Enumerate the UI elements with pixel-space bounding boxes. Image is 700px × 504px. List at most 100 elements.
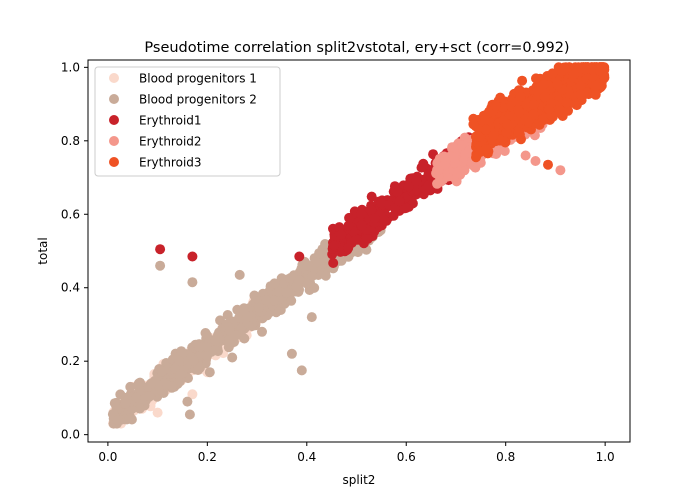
data-point-outlier [580, 64, 591, 75]
data-point-outlier [184, 409, 195, 420]
data-point-outlier [125, 381, 136, 392]
data-point-outlier [555, 165, 566, 176]
data-point [120, 398, 131, 409]
data-point [210, 335, 221, 346]
data-point [394, 196, 405, 207]
x-axis-label: split2 [343, 473, 376, 487]
data-point [366, 191, 377, 202]
data-point [432, 178, 443, 189]
data-point [134, 403, 145, 414]
data-point-outlier [520, 150, 531, 161]
data-point [175, 369, 186, 380]
data-point [328, 258, 339, 268]
data-point [457, 140, 468, 151]
data-point [307, 271, 318, 282]
data-point [320, 270, 331, 281]
data-point [126, 404, 137, 415]
data-point [528, 109, 539, 120]
data-points [107, 62, 610, 429]
data-point [294, 275, 305, 286]
data-point [539, 79, 549, 90]
x-tick-label: 0.8 [496, 450, 515, 464]
data-point [540, 92, 550, 102]
plot-frame [87, 59, 631, 443]
data-point [587, 65, 598, 75]
data-point [495, 92, 506, 103]
data-point [329, 240, 340, 251]
y-tick-label: 0.0 [61, 428, 80, 442]
data-point-outlier [480, 124, 491, 135]
legend-items: Blood progenitors 1 Blood progenitors 2 Er… [109, 72, 257, 170]
data-point [343, 220, 354, 231]
data-point [547, 68, 558, 79]
legend-label: Blood progenitors 2 [139, 93, 257, 107]
data-point [400, 203, 411, 214]
data-point [376, 198, 387, 208]
data-point [561, 97, 572, 108]
data-point [501, 127, 512, 138]
data-point [261, 295, 272, 305]
data-point [242, 311, 253, 322]
data-point-outlier [515, 91, 526, 102]
data-point-outlier [234, 269, 245, 280]
data-point [320, 239, 331, 249]
chart-title: Pseudotime correlation split2vstotal, er… [144, 40, 569, 56]
legend-label: Erythroid3 [139, 156, 202, 170]
legend-frame [94, 66, 281, 177]
data-point-outlier [306, 312, 317, 323]
legend-marker [109, 136, 119, 146]
y-tick-label: 0.2 [61, 354, 80, 368]
data-point [590, 80, 601, 91]
data-point [423, 169, 434, 180]
data-point [517, 75, 528, 86]
data-point [144, 391, 155, 402]
data-point [552, 79, 563, 90]
data-point [188, 355, 199, 366]
data-point-outlier [227, 352, 238, 363]
data-point [438, 152, 449, 163]
data-point [481, 144, 491, 155]
data-point [314, 248, 325, 259]
y-tick-label: 0.6 [61, 207, 80, 221]
data-point [201, 342, 212, 352]
y-axis-ticks: 0.0 0.2 0.4 0.6 0.8 1.0 [61, 60, 88, 442]
data-point [433, 165, 444, 176]
data-point [126, 414, 137, 425]
data-point [202, 351, 212, 361]
data-point [281, 287, 292, 298]
data-point [556, 66, 567, 77]
data-point [301, 278, 312, 289]
data-point [311, 257, 322, 268]
data-point [532, 86, 543, 97]
x-axis-ticks: 0.0 0.2 0.4 0.6 0.8 1.0 [98, 442, 615, 464]
data-point [356, 220, 367, 231]
data-point [590, 89, 601, 100]
legend-marker [109, 94, 119, 104]
data-point [389, 203, 400, 214]
y-tick-label: 0.8 [61, 134, 80, 148]
data-point-outlier [152, 407, 163, 418]
data-point [449, 152, 459, 163]
legend-marker [109, 157, 119, 167]
data-point-outlier [182, 396, 193, 407]
data-point-outlier [468, 119, 479, 130]
data-point [502, 119, 513, 130]
data-point [167, 381, 177, 392]
data-point [175, 376, 185, 387]
data-point [366, 204, 377, 215]
data-point-outlier [187, 389, 198, 400]
data-point-outlier [204, 367, 215, 378]
data-point-outlier [296, 365, 307, 376]
data-point-outlier [595, 66, 606, 76]
legend-marker [109, 73, 119, 83]
data-point [343, 243, 354, 253]
data-point [274, 286, 285, 297]
legend: Blood progenitors 1 Blood progenitors 2 Er… [94, 66, 281, 177]
data-point [575, 81, 586, 91]
data-point [361, 232, 372, 243]
data-point [569, 69, 580, 80]
data-point [336, 229, 347, 240]
series-4 [468, 62, 610, 170]
